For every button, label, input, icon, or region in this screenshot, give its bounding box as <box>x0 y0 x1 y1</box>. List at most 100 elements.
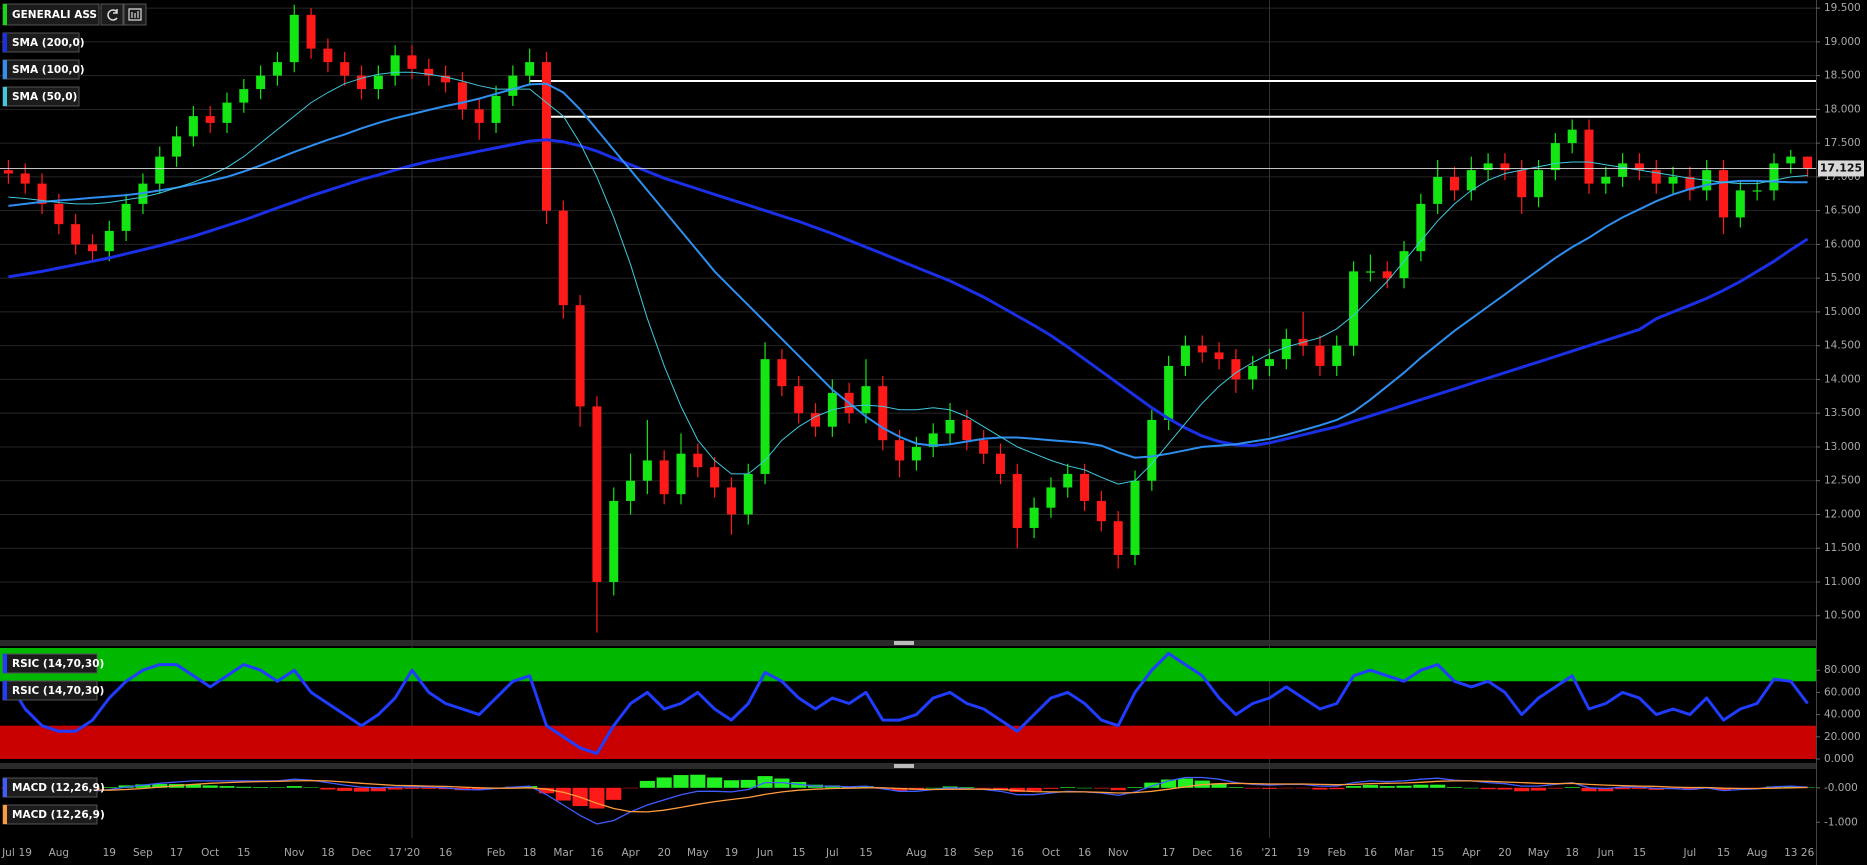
y-tick-label: 16.000 <box>1824 238 1861 250</box>
candle-body <box>323 48 333 63</box>
macd-histogram-bar <box>1497 787 1513 790</box>
candle-body <box>1365 271 1375 273</box>
candle-body <box>424 68 434 76</box>
grid <box>0 0 1820 838</box>
macd-histogram-bar <box>337 787 353 791</box>
macd-histogram-bar <box>471 787 487 790</box>
macd-histogram-bar <box>320 787 336 790</box>
candle-body <box>20 173 30 184</box>
macd-histogram-bar <box>942 786 958 788</box>
x-tick-label: 15 <box>1633 847 1646 859</box>
candle-body <box>609 500 619 582</box>
candle-body <box>1029 507 1039 528</box>
macd-histogram-bar <box>286 786 302 788</box>
legend-label: SMA (100,0) <box>12 64 85 76</box>
y-tick-label: 17.500 <box>1824 137 1861 149</box>
candle-body <box>928 433 938 447</box>
candle-body <box>1517 170 1527 198</box>
x-tick-label: Feb <box>487 847 506 859</box>
y-tick-label: 18.500 <box>1824 70 1861 82</box>
x-tick-label: 16 <box>1078 847 1092 859</box>
overbought-band <box>0 648 1816 682</box>
macd-histogram-bar <box>1631 787 1648 789</box>
macd-histogram-bar <box>1514 787 1530 792</box>
candle-body <box>1332 345 1342 366</box>
macd-histogram-bar <box>1144 782 1160 788</box>
macd-histogram-bar <box>690 774 706 788</box>
macd-histogram-bar <box>202 785 218 788</box>
x-tick-label: 18 <box>321 847 334 859</box>
candle-body <box>1534 170 1544 198</box>
y-tick-label: 15.500 <box>1824 272 1861 284</box>
y-tick-label: 13.000 <box>1824 441 1861 453</box>
candle-body <box>457 82 467 110</box>
x-tick-label: 16 <box>439 847 453 859</box>
candle-body <box>1752 190 1762 192</box>
candle-body <box>1080 473 1090 501</box>
last-price-label: 17.125 <box>1820 161 1862 174</box>
macd-histogram-bar <box>858 786 874 788</box>
macd-histogram-bar <box>1245 787 1261 789</box>
separator-handle[interactable] <box>894 641 914 645</box>
y-tick-label: 40.000 <box>1824 709 1861 721</box>
macd-histogram-bar <box>370 787 386 792</box>
candle-body <box>676 453 686 495</box>
candle-body <box>1719 170 1729 218</box>
candle-body <box>1416 203 1426 252</box>
macd-histogram-bar <box>1026 787 1042 791</box>
candle-body <box>441 75 451 83</box>
x-tick-label: 19 <box>725 847 738 859</box>
x-tick-label: 16 <box>590 847 604 859</box>
x-tick-label: Jun <box>1597 847 1614 859</box>
separator-handle[interactable] <box>894 764 914 768</box>
macd-histogram-bar <box>1430 784 1446 788</box>
legend-swatch <box>3 805 7 824</box>
sma-line <box>8 138 1809 448</box>
macd-histogram-bar <box>303 787 319 788</box>
macd-histogram-bar <box>589 787 605 809</box>
y-tick-label: 16.500 <box>1824 205 1861 217</box>
y-tick-label: 12.500 <box>1824 475 1861 487</box>
candle-body <box>121 203 131 231</box>
candle-body <box>995 453 1005 474</box>
x-tick-label: 18 <box>943 847 956 859</box>
y-tick-label: 15.000 <box>1824 306 1861 318</box>
candle-body <box>1147 419 1157 481</box>
macd-histogram-bar <box>1060 787 1076 788</box>
candle-body <box>558 210 568 306</box>
y-tick-label: -0.000 <box>1824 782 1858 794</box>
x-tick-label: 16 <box>1011 847 1025 859</box>
macd-histogram-bar <box>656 777 672 788</box>
y-tick-label: 11.000 <box>1824 576 1861 588</box>
candle-body <box>188 116 198 137</box>
macd-histogram-bar <box>1177 778 1194 788</box>
x-tick-label: 15 <box>859 847 872 859</box>
refresh-icon <box>107 9 118 21</box>
candle-body <box>1096 500 1106 522</box>
y-tick-label: 14.500 <box>1824 340 1861 352</box>
x-tick-label: Dec <box>351 847 372 859</box>
x-tick-label: May <box>687 847 709 859</box>
macd-histogram-bar <box>1581 787 1597 792</box>
candle-body <box>1735 190 1745 218</box>
y-tick-label: 13.500 <box>1824 407 1861 419</box>
candle-body <box>794 386 804 414</box>
macd-histogram-bar <box>236 786 252 788</box>
macd-histogram-bar <box>522 786 538 788</box>
candle-body <box>104 230 114 252</box>
legend-swatch <box>3 654 7 673</box>
refresh-button[interactable] <box>100 3 124 26</box>
candle-body <box>1197 345 1207 353</box>
x-tick-label: Nov <box>284 847 305 859</box>
x-tick-label: '20 <box>404 847 420 859</box>
x-tick-label: Apr <box>1462 847 1481 859</box>
x-tick-label: 15 <box>1717 847 1730 859</box>
candle-body <box>37 183 47 204</box>
candle-body <box>979 440 989 454</box>
x-tick-label: Jul <box>1683 847 1697 859</box>
macd-histogram-bar <box>1228 787 1244 788</box>
candle-body <box>811 413 821 427</box>
candle-body <box>592 406 602 582</box>
macd-histogram-bar <box>269 787 286 788</box>
macd-histogram-bar <box>387 787 403 790</box>
